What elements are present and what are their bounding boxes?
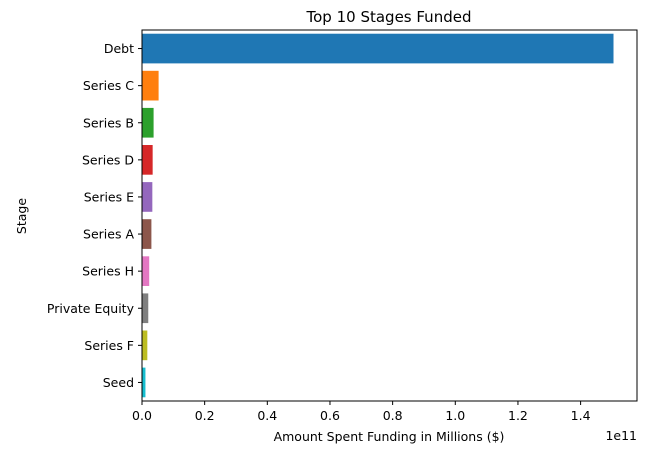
x-tick-label: 0.0 [132, 408, 152, 423]
x-tick-label: 1.0 [445, 408, 465, 423]
y-tick-label: Series B [83, 115, 134, 130]
y-tick-label: Seed [103, 375, 134, 390]
bar-series-c [142, 70, 159, 101]
y-tick-label: Debt [104, 41, 134, 56]
y-tick-label: Series E [84, 189, 134, 204]
y-tick-label: Series F [84, 338, 134, 353]
bar-private-equity [142, 293, 149, 324]
x-axis-label: Amount Spent Funding in Millions ($) [274, 429, 505, 444]
bar-series-e [142, 182, 153, 212]
x-tick-label: 0.6 [320, 408, 340, 423]
bar-series-h [142, 256, 150, 286]
y-tick-label: Private Equity [47, 301, 135, 316]
y-tick-label: Series C [83, 78, 134, 93]
bar-series-d [142, 145, 153, 175]
x-tick-label: 1.4 [571, 408, 591, 423]
chart-title: Top 10 Stages Funded [306, 8, 472, 26]
x-axis-offset-label: 1e11 [605, 428, 637, 443]
y-tick-label: Series H [82, 264, 134, 279]
y-tick-label: Series D [82, 152, 134, 167]
y-axis-ticks: Debt Series C Series B Series D Series E Seri… [47, 41, 142, 390]
x-tick-label: 0.4 [257, 408, 277, 423]
bars-group [142, 33, 614, 398]
x-tick-label: 1.2 [508, 408, 528, 423]
x-tick-label: 0.2 [195, 408, 215, 423]
x-tick-label: 0.8 [383, 408, 403, 423]
bar-debt [142, 33, 614, 64]
bar-seed [142, 367, 146, 398]
y-axis-label: Stage [14, 198, 29, 234]
plot-frame [141, 29, 638, 402]
y-tick-label: Series A [83, 227, 134, 242]
bar-series-a [142, 219, 152, 249]
bar-series-b [142, 107, 154, 138]
bar-series-f [142, 330, 148, 361]
x-axis-ticks: 0.0 0.2 0.4 0.6 0.8 1.0 1.2 1.4 [132, 401, 591, 423]
